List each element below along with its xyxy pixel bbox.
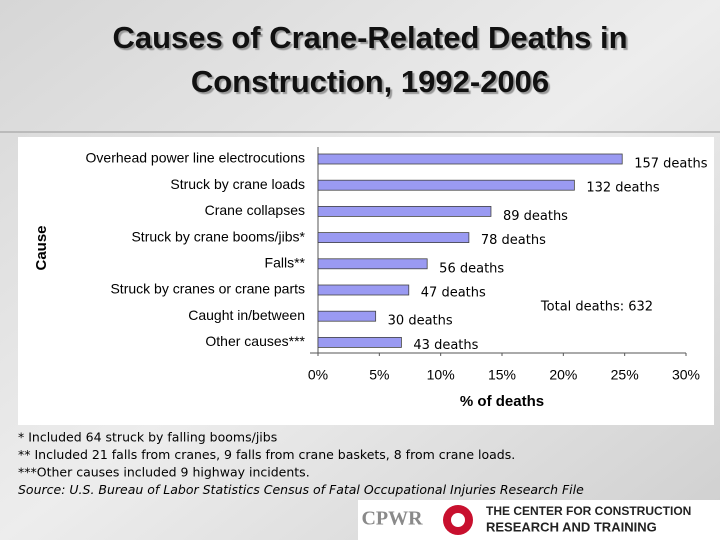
logo-line: RESEARCH AND TRAINING xyxy=(486,519,657,534)
bar xyxy=(317,153,623,165)
y-tick-label: Crane collapses xyxy=(205,202,305,218)
footnote: ***Other causes included 9 highway incid… xyxy=(18,465,310,480)
chart: 0% 5% 10% 15% 20% 25% 30% % of deaths Cause Overh… xyxy=(33,147,708,410)
x-tick-label: 15% xyxy=(488,367,516,383)
bar xyxy=(317,258,428,270)
data-label: 56 deaths xyxy=(439,261,504,276)
logo-line: THE CENTER FOR CONSTRUCTION xyxy=(486,504,691,518)
footnote: Source: U.S. Bureau of Labor Statistics … xyxy=(18,482,584,497)
x-tick-label: 0% xyxy=(308,367,328,383)
logo-box xyxy=(358,500,720,540)
x-tick-label: 20% xyxy=(549,367,577,383)
y-tick-label: Overhead power line electrocutions xyxy=(86,150,305,166)
footnote: * Included 64 struck by falling booms/ji… xyxy=(18,430,277,445)
bar xyxy=(317,284,410,296)
data-label: 132 deaths xyxy=(586,181,659,196)
y-tick-label: Struck by crane loads xyxy=(170,176,305,192)
bar xyxy=(317,336,402,348)
footnotes: * Included 64 struck by falling booms/ji… xyxy=(18,430,584,498)
chart-title: Causes of Crane-Related Deaths in Constru… xyxy=(112,20,627,99)
x-tick-label: 30% xyxy=(672,367,700,383)
data-label: 30 deaths xyxy=(388,314,453,329)
x-tick-label: 10% xyxy=(427,367,455,383)
data-label: 157 deaths xyxy=(634,157,707,172)
x-tick-label: 25% xyxy=(611,367,639,383)
y-tick-label: Struck by crane booms/jibs* xyxy=(131,228,305,244)
title-line: Causes of Crane-Related Deaths in xyxy=(112,20,627,55)
data-label: 47 deaths xyxy=(421,286,486,301)
data-label: 78 deaths xyxy=(481,233,546,248)
y-axis-label: Cause xyxy=(33,225,50,270)
x-axis-label: % of deaths xyxy=(460,393,544,410)
total-label: Total deaths: 632 xyxy=(540,300,653,315)
data-label: 43 deaths xyxy=(413,338,478,353)
data-label: 89 deaths xyxy=(503,209,568,224)
bar xyxy=(317,179,575,191)
y-tick-label: Caught in/between xyxy=(188,307,305,323)
y-tick-label: Falls** xyxy=(265,255,306,271)
y-tick-label: Other causes*** xyxy=(205,333,305,349)
y-tick-label: Struck by cranes or crane parts xyxy=(110,281,305,297)
bar xyxy=(317,310,377,322)
x-tick-label: 5% xyxy=(369,367,389,383)
bar xyxy=(317,205,492,217)
title-line: Construction, 1992-2006 xyxy=(191,64,549,99)
logo-icon-inner xyxy=(451,513,465,527)
footnote: ** Included 21 falls from cranes, 9 fall… xyxy=(18,447,515,462)
logo-mark: CPWR xyxy=(361,508,423,530)
bar xyxy=(317,232,470,244)
